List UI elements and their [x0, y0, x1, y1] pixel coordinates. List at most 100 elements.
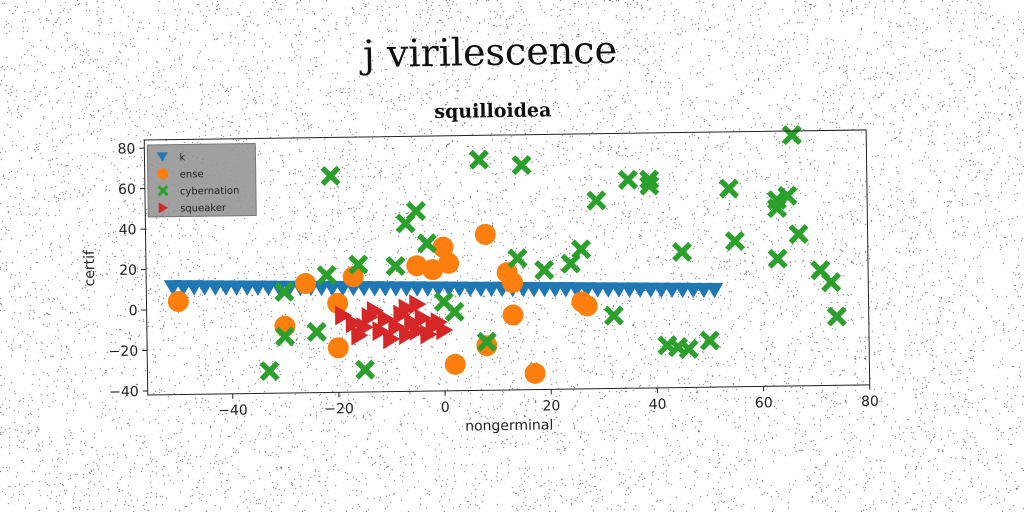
point-ense: [438, 252, 460, 274]
point-cybernation: [586, 190, 607, 211]
point-cybernation: [639, 169, 660, 190]
x-tick-label: −40: [218, 403, 248, 419]
point-squeaker: [409, 294, 427, 315]
point-cybernation: [405, 201, 427, 222]
point-cybernation: [316, 265, 337, 286]
y-tick-label: 60: [118, 182, 136, 198]
point-ense: [327, 292, 349, 314]
x-tick-label: −20: [324, 401, 354, 417]
point-ense: [474, 223, 496, 245]
point-cybernation: [274, 326, 296, 347]
point-cybernation: [724, 230, 746, 252]
point-cybernation: [320, 165, 341, 186]
point-ense: [576, 295, 598, 317]
point-ense: [432, 236, 454, 258]
point-ense: [327, 337, 349, 359]
point-cybernation: [355, 359, 376, 380]
point-cybernation: [476, 331, 497, 352]
legend-marker: [156, 152, 168, 162]
point-squeaker: [334, 305, 353, 326]
point-cybernation: [511, 155, 532, 176]
point-cybernation: [788, 224, 809, 245]
point-cybernation: [348, 254, 369, 275]
legend-marker: [157, 185, 169, 197]
y-tick-label: 0: [129, 303, 138, 319]
x-tick-label: 40: [649, 397, 667, 413]
point-cybernation: [444, 301, 465, 322]
point-cybernation: [718, 178, 740, 199]
point-cybernation: [385, 255, 406, 277]
point-cybernation: [781, 124, 802, 146]
point-ense: [502, 304, 524, 326]
point-cybernation: [821, 272, 842, 293]
point-cybernation: [468, 149, 490, 170]
y-tick-label: −20: [109, 344, 139, 360]
legend: k ense cybernation squeaker: [146, 142, 257, 218]
point-squeaker: [409, 320, 427, 341]
y-tick-label: 80: [117, 141, 135, 157]
point-cybernation: [671, 241, 693, 263]
point-squeaker: [420, 324, 438, 345]
point-ense: [524, 362, 546, 384]
point-squeaker: [398, 298, 416, 319]
point-ense: [444, 353, 466, 375]
point-cybernation: [777, 185, 798, 206]
point-ense: [342, 266, 364, 288]
legend-marker: [157, 168, 169, 180]
x-tick-label: 20: [542, 398, 560, 414]
point-squeaker: [388, 316, 406, 337]
point-squeaker: [377, 308, 395, 329]
data-marks: [163, 124, 847, 384]
legend-box: [146, 142, 257, 218]
x-tick-label: 0: [441, 400, 450, 416]
series-cybernation: [259, 124, 847, 382]
point-cybernation: [306, 321, 327, 343]
point-cybernation: [571, 239, 592, 260]
y-tick-label: −40: [109, 384, 139, 400]
point-squeaker: [414, 308, 432, 329]
point-ense: [476, 335, 498, 357]
x-tick-label: 80: [861, 394, 879, 410]
point-cybernation: [617, 169, 639, 190]
point-ense: [502, 272, 524, 294]
plot-frame: [143, 129, 871, 396]
point-cybernation: [507, 248, 528, 269]
chart-title: squilloidea: [434, 99, 551, 123]
point-cybernation: [767, 248, 788, 269]
point-ense: [295, 273, 317, 295]
y-axis-label: certif: [82, 249, 99, 287]
x-axis-label: nongerminal: [465, 417, 553, 434]
series-squeaker: [334, 294, 454, 350]
legend-label: ense: [180, 169, 204, 180]
legend-label: cybernation: [180, 186, 240, 198]
point-cybernation: [259, 360, 280, 382]
point-squeaker: [351, 325, 369, 346]
series-k: [163, 280, 724, 299]
point-squeaker: [345, 313, 363, 334]
point-cybernation: [603, 305, 624, 326]
point-k: [705, 282, 724, 299]
point-ense: [422, 259, 444, 281]
legend-marker: [158, 202, 169, 214]
point-squeaker: [372, 321, 390, 342]
x-tick-label: 60: [755, 395, 773, 411]
chart-group: squilloidea −40 −20 0 20 40 60 80 −40 −20 0 20 40 60…: [82, 99, 879, 434]
point-cybernation: [826, 306, 847, 327]
point-cybernation: [416, 233, 438, 254]
series-ense: [167, 223, 598, 384]
point-cybernation: [678, 338, 699, 360]
point-cybernation: [699, 330, 720, 351]
y-tick-label: 20: [119, 263, 137, 279]
point-cybernation: [534, 259, 555, 281]
point-cybernation: [274, 281, 295, 302]
point-squeaker: [436, 320, 454, 341]
point-squeaker: [361, 307, 379, 328]
point-squeaker: [383, 329, 401, 350]
legend-label: squeaker: [180, 203, 227, 215]
legend-label: k: [179, 152, 185, 163]
point-cybernation: [639, 175, 660, 196]
point-ense: [167, 290, 189, 312]
axis-ticks: −40 −20 0 20 40 60 80 −40 −20 0 20 40 60 80: [109, 141, 879, 419]
y-tick-label: 40: [119, 222, 137, 238]
